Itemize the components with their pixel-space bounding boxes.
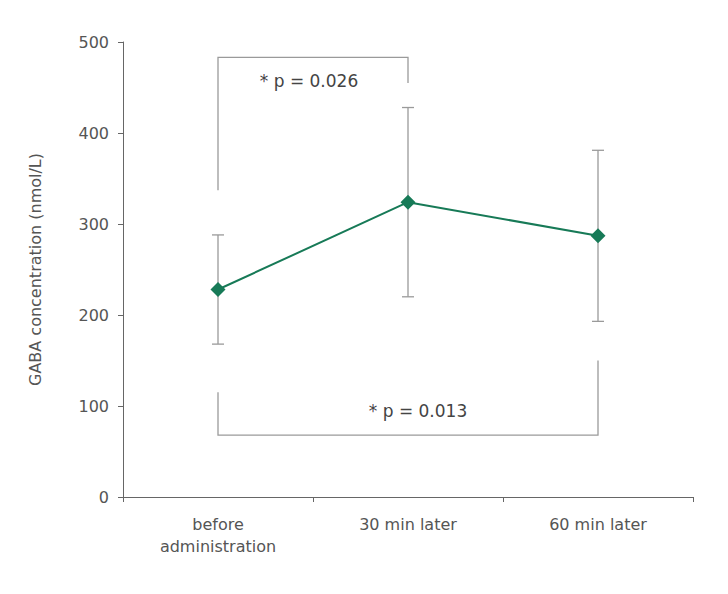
svg-text:before: before	[192, 515, 244, 534]
svg-text:500: 500	[78, 33, 109, 52]
svg-text:200: 200	[78, 306, 109, 325]
svg-text:0: 0	[99, 488, 109, 507]
svg-text:400: 400	[78, 124, 109, 143]
svg-text:60 min later: 60 min later	[549, 515, 647, 534]
svg-text:GABA concentration (nmol/L): GABA concentration (nmol/L)	[26, 153, 45, 386]
svg-text:30 min later: 30 min later	[359, 515, 457, 534]
svg-text:* p = 0.013: * p = 0.013	[369, 401, 467, 421]
svg-text:300: 300	[78, 215, 109, 234]
svg-text:* p = 0.026: * p = 0.026	[260, 71, 358, 91]
svg-text:administration: administration	[160, 537, 276, 556]
svg-text:100: 100	[78, 397, 109, 416]
